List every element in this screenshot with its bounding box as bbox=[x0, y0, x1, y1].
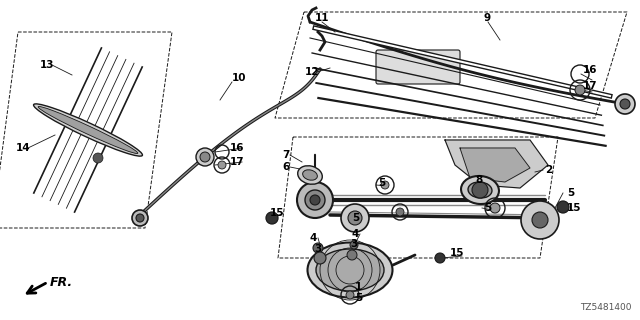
Text: 5: 5 bbox=[378, 178, 385, 188]
Text: FR.: FR. bbox=[50, 276, 73, 289]
FancyBboxPatch shape bbox=[376, 50, 460, 84]
Circle shape bbox=[557, 201, 569, 213]
Circle shape bbox=[200, 152, 210, 162]
Text: 5: 5 bbox=[355, 293, 362, 303]
Text: 16: 16 bbox=[583, 65, 598, 75]
Circle shape bbox=[396, 208, 404, 216]
Ellipse shape bbox=[303, 170, 317, 180]
Circle shape bbox=[532, 212, 548, 228]
Ellipse shape bbox=[298, 166, 323, 184]
Text: 15: 15 bbox=[270, 208, 285, 218]
Text: 3: 3 bbox=[350, 239, 357, 249]
Text: 17: 17 bbox=[230, 157, 244, 167]
Ellipse shape bbox=[33, 104, 143, 156]
Circle shape bbox=[435, 253, 445, 263]
Text: 4: 4 bbox=[310, 233, 317, 243]
Circle shape bbox=[305, 190, 325, 210]
Ellipse shape bbox=[461, 176, 499, 204]
Text: 5: 5 bbox=[484, 203, 492, 213]
Polygon shape bbox=[445, 140, 548, 188]
Ellipse shape bbox=[38, 107, 138, 154]
Circle shape bbox=[350, 241, 358, 249]
Ellipse shape bbox=[468, 182, 492, 198]
Circle shape bbox=[347, 250, 357, 260]
Ellipse shape bbox=[307, 243, 392, 298]
Circle shape bbox=[620, 99, 630, 109]
Circle shape bbox=[266, 212, 278, 224]
Text: 10: 10 bbox=[232, 73, 246, 83]
Circle shape bbox=[615, 94, 635, 114]
Text: 14: 14 bbox=[16, 143, 31, 153]
Text: 9: 9 bbox=[484, 13, 491, 23]
Text: 4: 4 bbox=[352, 229, 360, 239]
Circle shape bbox=[132, 210, 148, 226]
Text: 8: 8 bbox=[475, 175, 483, 185]
Text: 12: 12 bbox=[305, 67, 319, 77]
Circle shape bbox=[346, 291, 354, 299]
Text: 11: 11 bbox=[315, 13, 330, 23]
Circle shape bbox=[314, 252, 326, 264]
Circle shape bbox=[381, 181, 389, 189]
Text: 5: 5 bbox=[567, 188, 574, 198]
Text: TZ5481400: TZ5481400 bbox=[580, 303, 632, 313]
Circle shape bbox=[341, 204, 369, 232]
Text: 6: 6 bbox=[282, 162, 289, 172]
Circle shape bbox=[218, 161, 226, 169]
Circle shape bbox=[310, 195, 320, 205]
Text: 1: 1 bbox=[355, 282, 362, 292]
Circle shape bbox=[575, 85, 585, 95]
Circle shape bbox=[348, 211, 362, 225]
Ellipse shape bbox=[316, 249, 384, 291]
Circle shape bbox=[472, 182, 488, 198]
Text: 2: 2 bbox=[545, 165, 552, 175]
Text: 17: 17 bbox=[583, 81, 598, 91]
Text: 3: 3 bbox=[314, 244, 321, 254]
Text: 7: 7 bbox=[282, 150, 289, 160]
Text: 16: 16 bbox=[230, 143, 244, 153]
Circle shape bbox=[136, 214, 144, 222]
Text: 15: 15 bbox=[567, 203, 582, 213]
Polygon shape bbox=[460, 148, 530, 182]
Circle shape bbox=[93, 153, 103, 163]
Text: 13: 13 bbox=[40, 60, 54, 70]
Text: 15: 15 bbox=[450, 248, 465, 258]
Circle shape bbox=[297, 182, 333, 218]
Circle shape bbox=[490, 203, 500, 213]
Text: 5: 5 bbox=[352, 213, 359, 223]
Circle shape bbox=[313, 243, 323, 253]
Circle shape bbox=[521, 201, 559, 239]
Circle shape bbox=[196, 148, 214, 166]
